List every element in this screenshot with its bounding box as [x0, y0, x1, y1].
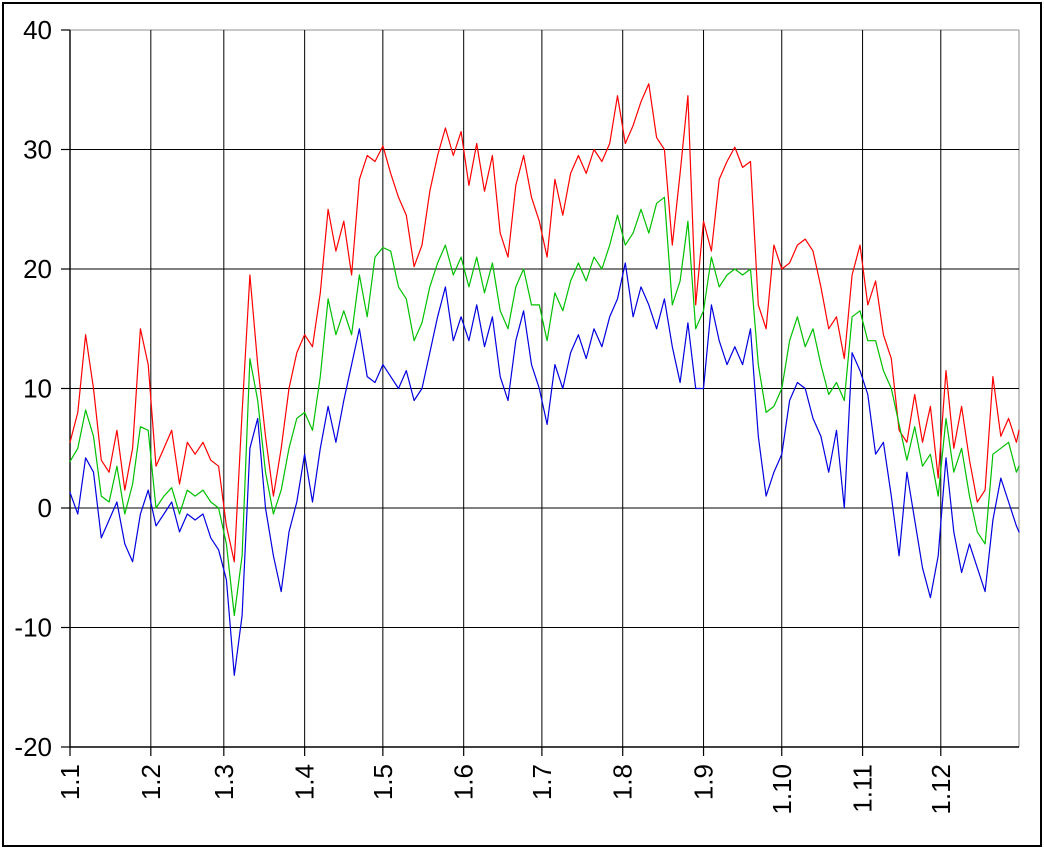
y-axis-tick-label: 10	[23, 374, 52, 404]
y-axis-tick-label: 20	[23, 254, 52, 284]
x-axis-tick-label: 1.9	[689, 764, 719, 800]
x-axis-tick-label: 1.1	[55, 764, 85, 800]
x-axis-tick-label: 1.6	[449, 764, 479, 800]
y-axis-tick-label: -10	[14, 613, 52, 643]
y-axis-tick-labels: 40 30 20 10 0 -10 -20	[14, 15, 52, 762]
gridlines	[69, 30, 1019, 748]
series-daily-max-line	[69, 83, 1020, 563]
x-axis-tick-label: 1.10	[767, 764, 797, 815]
x-axis-tick-label: 1.8	[608, 764, 638, 800]
series-daily-min-line	[69, 262, 1020, 676]
x-axis-tick-label: 1.5	[368, 764, 398, 800]
y-axis-tick-label: 30	[23, 135, 52, 165]
x-axis-tick-label: 1.12	[926, 764, 956, 815]
y-axis-tick-label: -20	[14, 732, 52, 762]
x-axis-tick-label: 1.3	[209, 764, 239, 800]
x-axis-tick-label: 1.2	[136, 764, 166, 800]
y-axis-tick-label: 40	[23, 15, 52, 45]
series-lines	[69, 83, 1020, 676]
x-axis-tick-label: 1.4	[290, 764, 320, 800]
x-axis-tick-label: 1.7	[527, 764, 557, 800]
axis-ticks	[61, 29, 1019, 756]
x-axis-tick-labels: 1.1 1.2 1.3 1.4 1.5 1.6 1.7 1.8 1.9 1.10 1.11 1.12	[55, 764, 956, 815]
y-axis-tick-label: 0	[38, 493, 52, 523]
series-daily-mean-line	[69, 196, 1020, 617]
x-axis-tick-label: 1.11	[848, 764, 878, 813]
